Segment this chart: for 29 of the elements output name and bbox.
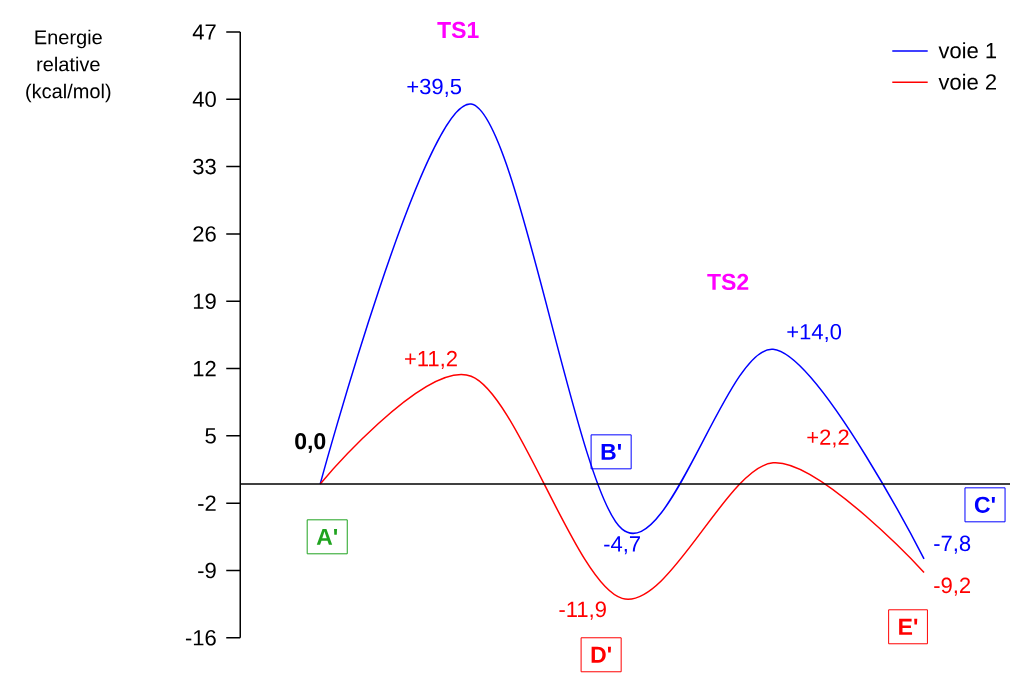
annotation: A'	[316, 529, 338, 545]
legend-label: voie 2	[938, 73, 996, 90]
data-label: +2,2	[807, 429, 849, 448]
data-label: +14,0	[787, 324, 842, 343]
data-label: -9,2	[934, 577, 971, 596]
y-axis-title: Energie relative (kcal/mol)	[26, 29, 111, 103]
annotation: E'	[899, 618, 918, 635]
annotation: TS2	[707, 273, 749, 291]
y-tick-label: -16	[185, 630, 216, 646]
annotation: C'	[974, 496, 995, 514]
legend-label: voie 1	[938, 42, 997, 59]
data-label: +39,5	[407, 78, 462, 98]
annotation: B'	[601, 444, 621, 460]
y-tick-label: 26	[193, 226, 216, 242]
data-label: -11,9	[559, 601, 606, 620]
annotation: TS1	[437, 21, 479, 39]
data-label: -4,7	[604, 536, 640, 555]
y-tick-label: -2	[198, 495, 216, 511]
y-tick-label: 33	[193, 158, 216, 175]
text: D'	[591, 646, 611, 663]
y-tick-label: 47	[192, 24, 216, 40]
y-tick-label: 12	[193, 360, 216, 377]
y-tick-label: 40	[192, 91, 216, 108]
data-label: -7,8	[934, 535, 971, 554]
y-tick-label: 19	[193, 293, 216, 310]
y-tick-label: 5	[205, 428, 216, 444]
y-tick-label: -9	[198, 562, 216, 579]
data-label: +11,2	[405, 350, 457, 370]
annotation: 0,0	[295, 433, 326, 453]
